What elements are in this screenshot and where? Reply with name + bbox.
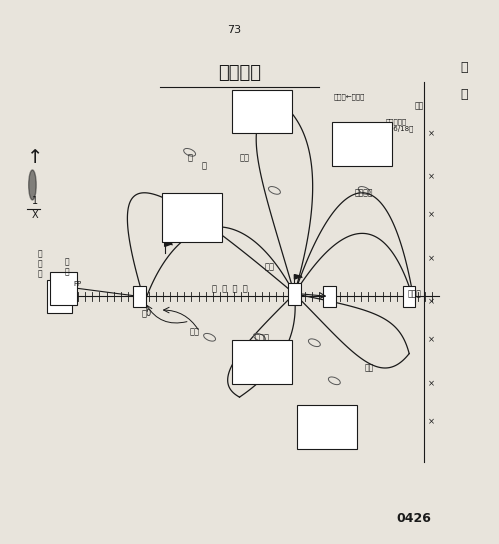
Text: 大: 大 (187, 153, 192, 163)
Text: 主ノ八: 主ノ八 (407, 289, 421, 299)
Text: 山馬: 山馬 (240, 153, 250, 163)
Polygon shape (165, 242, 172, 246)
Text: 紙: 紙 (460, 88, 468, 101)
Text: 0426: 0426 (397, 512, 432, 526)
FancyBboxPatch shape (332, 122, 392, 166)
Text: 虚曳: 虚曳 (365, 363, 374, 372)
Text: 第1区五組
0130〜1730: 第1区五組 0130〜1730 (307, 418, 347, 436)
Text: ×: × (428, 417, 435, 426)
Text: 1: 1 (32, 196, 38, 206)
FancyBboxPatch shape (232, 90, 292, 133)
Text: 彦
州: 彦 州 (65, 257, 70, 276)
Ellipse shape (29, 170, 36, 200)
Bar (134, 286, 146, 307)
Text: PP: PP (73, 281, 81, 287)
Text: 小: 小 (202, 162, 207, 171)
Text: 上老: 上老 (190, 327, 200, 337)
Text: 隊り四水
1800〜1700: 隊り四水 1800〜1700 (342, 135, 382, 153)
Text: ×: × (428, 254, 435, 263)
Text: ×: × (428, 172, 435, 182)
FancyBboxPatch shape (232, 340, 292, 384)
Text: 感坂: 感坂 (415, 102, 424, 111)
Text: 本山隊へ: 本山隊へ (355, 189, 374, 198)
Bar (288, 283, 300, 305)
Text: ↑: ↑ (27, 148, 43, 167)
Bar (323, 286, 335, 307)
Text: 第一一←宮納小: 第一一←宮納小 (334, 93, 365, 100)
Bar (47, 280, 72, 313)
Text: ×: × (428, 211, 435, 220)
FancyBboxPatch shape (297, 405, 357, 449)
Polygon shape (284, 343, 292, 347)
Text: X: X (31, 209, 38, 220)
Text: 寺
太
堂: 寺 太 堂 (37, 249, 42, 279)
Text: 集ト: 集ト (264, 262, 274, 271)
Text: 良兵分: 良兵分 (254, 333, 269, 342)
Bar (50, 272, 77, 305)
Text: 第小河本
07○〜1250: 第小河本 07○〜1250 (244, 353, 280, 370)
Text: ×: × (428, 129, 435, 138)
Text: ×: × (428, 379, 435, 388)
Text: 別: 別 (460, 61, 468, 74)
Polygon shape (294, 275, 302, 279)
Text: 搜索要圖: 搜索要圖 (218, 64, 261, 83)
Text: 隊・小隊前
1256/18中: 隊・小隊前 1256/18中 (380, 118, 413, 132)
Text: 73: 73 (228, 24, 242, 35)
Bar (403, 286, 415, 307)
Text: 第川双服
0700〜1230: 第川双服 0700〜1230 (242, 103, 282, 120)
Text: 搜索日前
0カ○〜1030: 搜索日前 0カ○〜1030 (174, 209, 211, 226)
FancyBboxPatch shape (162, 193, 222, 242)
Text: 直0: 直0 (142, 308, 152, 318)
Text: ×: × (428, 298, 435, 307)
Text: 戦  落  隊  長: 戦 落 隊 長 (212, 284, 248, 293)
Text: ×: × (428, 336, 435, 345)
